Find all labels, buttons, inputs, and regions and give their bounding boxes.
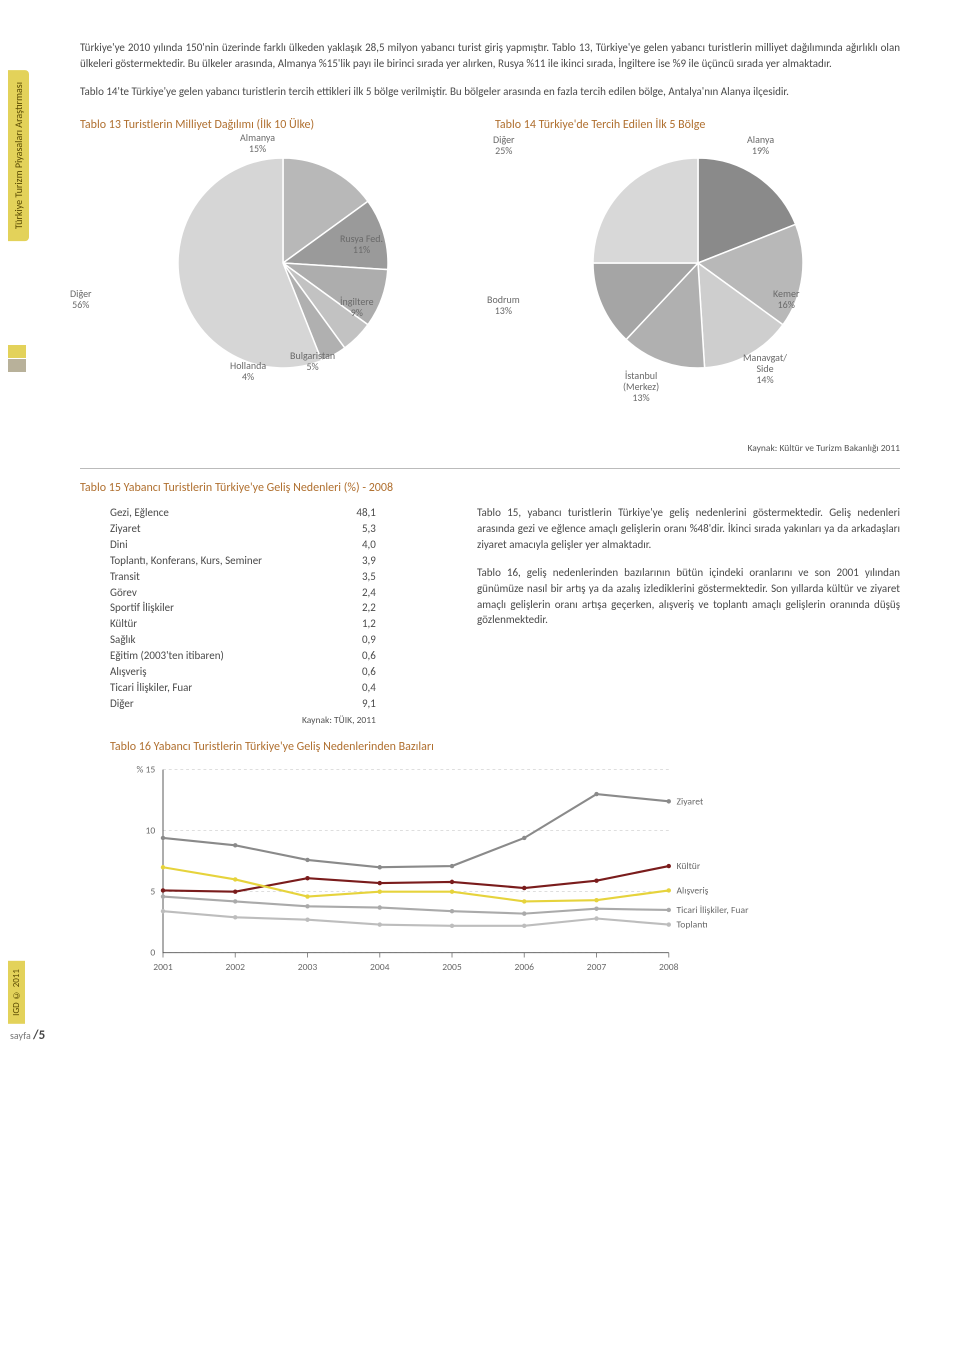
svg-text:2007: 2007 xyxy=(587,961,607,973)
footer-page-num: /5 xyxy=(33,1028,45,1043)
t15-table: Gezi, EğlenceZiyaretDiniToplantı, Konfer… xyxy=(80,505,449,726)
svg-text:0: 0 xyxy=(150,947,155,959)
divider-1 xyxy=(80,468,900,469)
t15-source: Kaynak: TÜIK, 2011 xyxy=(302,714,376,726)
footer-copyright: IGD © 2011 xyxy=(8,961,25,1024)
side-decor xyxy=(8,345,26,373)
svg-text:2005: 2005 xyxy=(442,961,462,973)
svg-text:2004: 2004 xyxy=(370,961,390,973)
svg-text:Kültür: Kültür xyxy=(676,860,700,872)
svg-text:10: 10 xyxy=(146,825,156,837)
svg-text:2002: 2002 xyxy=(225,961,245,973)
charts-source: Kaynak: Kültür ve Turizm Bakanlığı 2011 xyxy=(80,442,900,454)
svg-text:2006: 2006 xyxy=(515,961,535,973)
pie1-title: Tablo 13 Turistlerin Milliyet Dağılımı (… xyxy=(80,118,485,132)
svg-text:Ziyaret: Ziyaret xyxy=(676,795,704,807)
svg-text:2003: 2003 xyxy=(298,961,318,973)
footer: IGD © 2011 sayfa /5 xyxy=(8,961,45,1043)
pie2-chart: Alanya 19%Kemer 16%Manavgat/ Side 14%İst… xyxy=(495,138,900,438)
pie1-chart: Almanya 15%Rusya Fed. 11%İngiltere 9%Bul… xyxy=(80,138,485,438)
intro-p2: Tablo 14'te Türkiye'ye gelen yabancı tur… xyxy=(80,84,900,100)
svg-text:Alışveriş: Alışveriş xyxy=(676,884,708,896)
svg-text:2001: 2001 xyxy=(153,961,173,973)
t16-chart: 0 5 10 % 15 2001 2002 2003 2004 2005 2006 2007 2008… xyxy=(80,760,900,1023)
t15-p1: Tablo 15, yabancı turistlerin Türkiye'ye… xyxy=(477,505,900,553)
pie2-title: Tablo 14 Türkiye'de Tercih Edilen İlk 5 … xyxy=(495,118,900,132)
svg-text:% 15: % 15 xyxy=(136,764,155,776)
footer-page-label: sayfa xyxy=(10,1029,31,1042)
svg-text:2008: 2008 xyxy=(659,961,679,973)
svg-text:Ticari İlişkiler, Fuar: Ticari İlişkiler, Fuar xyxy=(676,904,749,916)
svg-text:Toplantı: Toplantı xyxy=(676,918,707,930)
t15-title: Tablo 15 Yabancı Turistlerin Türkiye'ye … xyxy=(80,481,900,495)
sidebar-label: Türkiye Turizm Piyasaları Araştırması xyxy=(8,70,29,241)
t15-p2: Tablo 16, geliş nedenlerinden bazılarını… xyxy=(477,565,900,629)
t16-title: Tablo 16 Yabancı Turistlerin Türkiye'ye … xyxy=(110,740,900,754)
svg-text:5: 5 xyxy=(150,886,155,898)
intro-p1: Türkiye'ye 2010 yılında 150'nin üzerinde… xyxy=(80,40,900,72)
